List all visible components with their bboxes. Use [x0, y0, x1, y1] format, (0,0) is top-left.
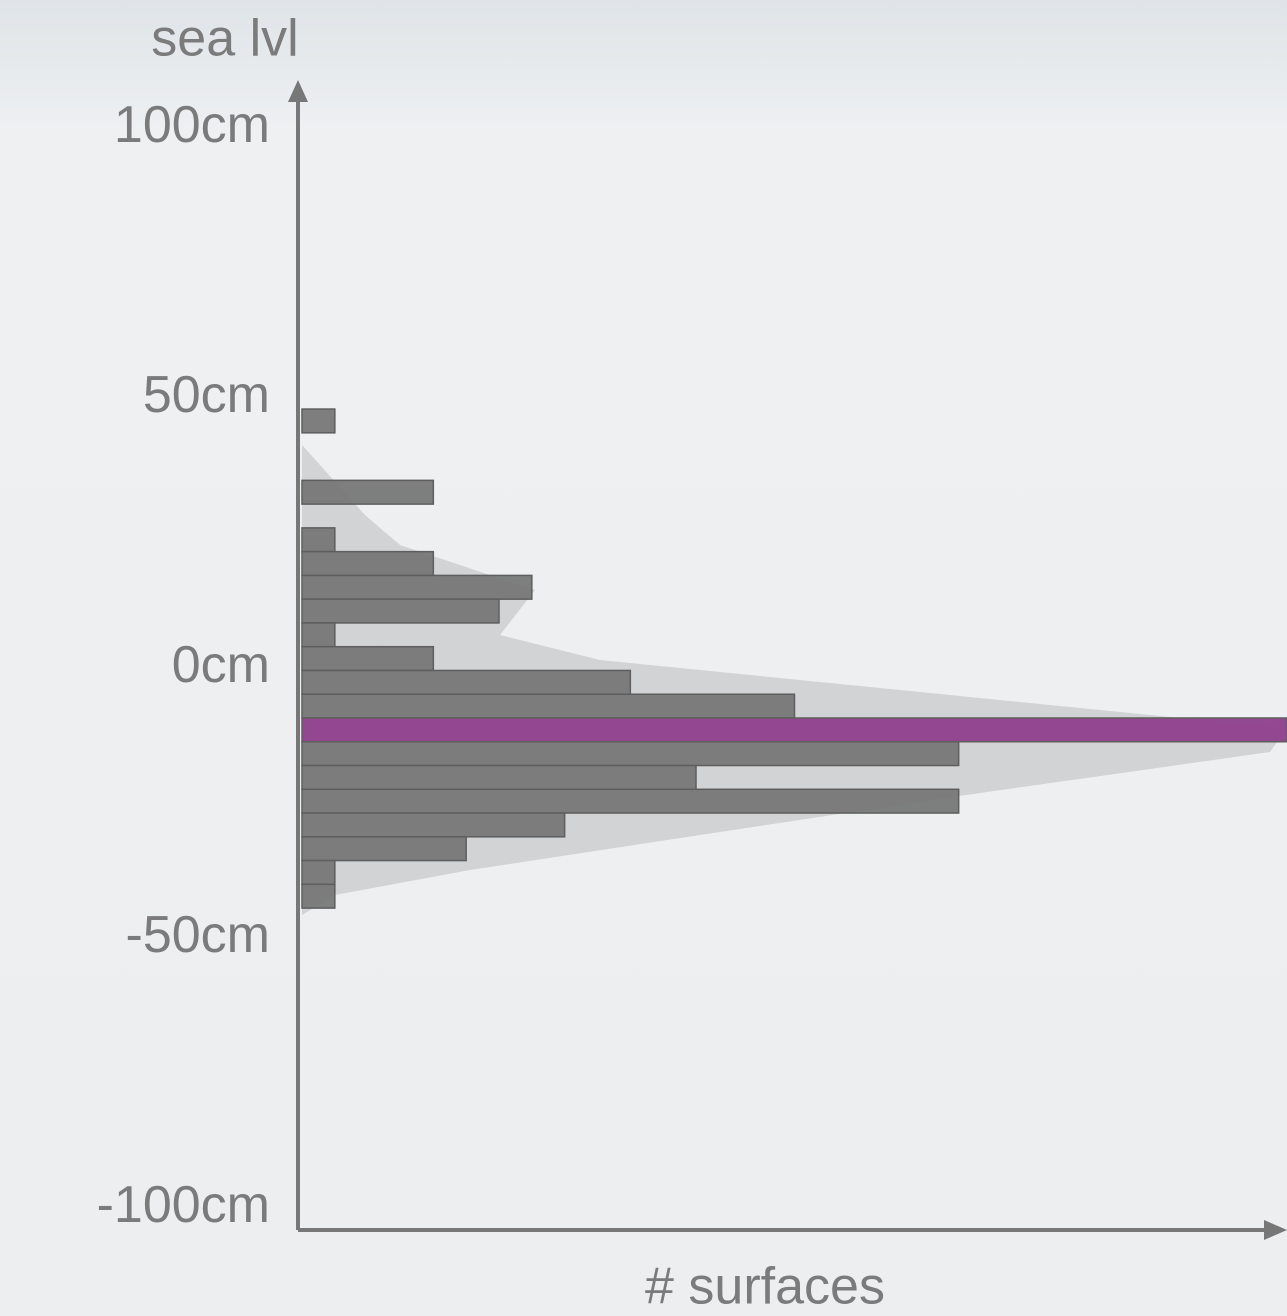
bar — [301, 859, 336, 886]
bar — [301, 812, 566, 838]
bar — [301, 550, 435, 577]
y-tick-label: 50cm — [143, 366, 270, 424]
bars — [301, 408, 1287, 909]
bar — [301, 574, 533, 600]
bar — [301, 479, 435, 505]
y-tick-label: -100cm — [97, 1176, 270, 1234]
bar — [301, 883, 336, 909]
bar — [301, 645, 435, 672]
bar — [301, 741, 960, 767]
bar — [301, 598, 500, 624]
x-axis-label: # surfaces — [645, 1258, 885, 1316]
y-tick-label: 0cm — [172, 636, 270, 694]
y-axis-arrow — [288, 80, 308, 102]
bar — [301, 717, 1287, 743]
bar — [301, 669, 632, 695]
bar — [301, 527, 336, 553]
y-tick-label: -50cm — [126, 906, 270, 964]
bar — [301, 693, 796, 719]
y-tick-label: 100cm — [114, 96, 270, 154]
bar — [301, 764, 697, 791]
y-axis-label: sea lvl — [151, 10, 298, 68]
bar — [301, 836, 467, 862]
bar — [301, 788, 960, 814]
bar — [301, 408, 336, 434]
bar — [301, 622, 336, 648]
x-axis-arrow — [1264, 1220, 1287, 1240]
